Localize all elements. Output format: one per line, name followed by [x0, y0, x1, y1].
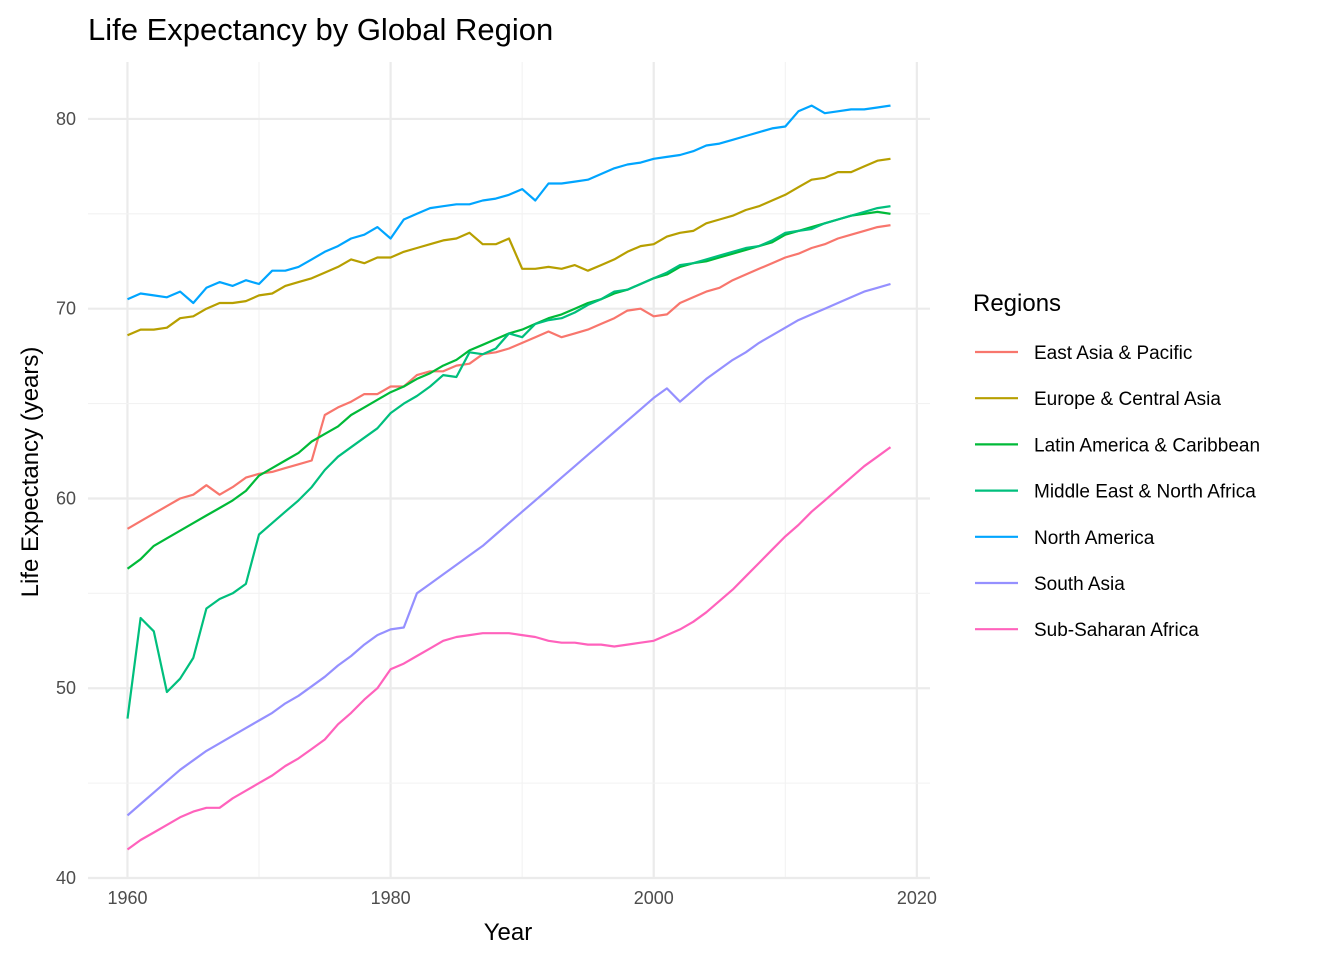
legend-item: Sub-Saharan Africa: [975, 620, 1199, 641]
series-line-south-asia: [126, 282, 891, 817]
y-tick-label: 80: [56, 109, 76, 129]
legend-item: East Asia & Pacific: [975, 343, 1192, 364]
legend-item: South Asia: [975, 574, 1125, 595]
legend-item: Europe & Central Asia: [975, 389, 1221, 410]
y-tick-label: 40: [56, 868, 76, 888]
y-axis-title: Life Expectancy (years): [17, 347, 44, 598]
legend-title: Regions: [973, 290, 1061, 317]
legend-label: Middle East & North Africa: [1034, 482, 1256, 503]
grid: [88, 62, 930, 880]
legend-label: South Asia: [1034, 574, 1125, 595]
series-line-middle-east-north-africa: [126, 205, 891, 719]
legend-item: North America: [975, 528, 1155, 549]
series-line-east-asia-pacific: [126, 224, 891, 530]
x-axis-ticks: 1960 1980 2000 2020: [107, 888, 936, 908]
series-line-latin-america-caribbean: [126, 210, 891, 570]
legend-item: Middle East & North Africa: [975, 482, 1256, 503]
y-tick-label: 60: [56, 488, 76, 508]
series-line-north-america: [127, 104, 891, 305]
y-axis-ticks: 40 50 60 70 80: [56, 109, 76, 888]
y-tick-label: 70: [56, 299, 76, 319]
series-line-europe-central-asia: [127, 157, 891, 337]
x-tick-label: 2020: [897, 888, 937, 908]
legend-label: Europe & Central Asia: [1034, 389, 1221, 410]
x-tick-label: 2000: [634, 888, 674, 908]
legend-item: Latin America & Caribbean: [975, 435, 1260, 456]
legend-label: Sub-Saharan Africa: [1034, 620, 1199, 641]
series-lines: [126, 104, 892, 851]
legend-items: East Asia & Pacific Europe & Central Asia…: [975, 343, 1260, 641]
legend-label: North America: [1034, 528, 1155, 549]
x-axis-title: Year: [484, 919, 533, 946]
x-tick-label: 1960: [107, 888, 147, 908]
legend: Regions East Asia & Pacific Europe & Cent…: [973, 290, 1260, 641]
chart-title: Life Expectancy by Global Region: [88, 12, 553, 47]
x-tick-label: 1980: [371, 888, 411, 908]
series-line-sub-saharan-africa: [126, 446, 892, 851]
legend-label: Latin America & Caribbean: [1034, 435, 1260, 456]
y-tick-label: 50: [56, 678, 76, 698]
legend-label: East Asia & Pacific: [1034, 343, 1192, 364]
